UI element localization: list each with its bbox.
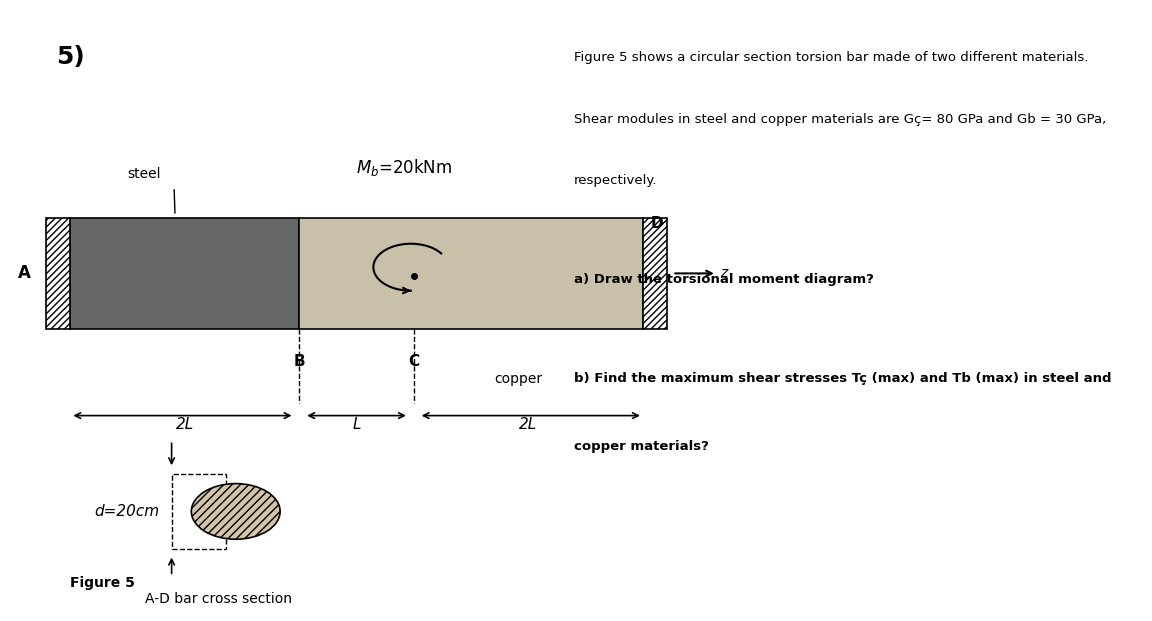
Text: 2L: 2L xyxy=(176,417,194,432)
Circle shape xyxy=(191,484,280,539)
Text: A: A xyxy=(17,265,30,283)
Text: D: D xyxy=(651,217,664,232)
Text: a) Draw the torsional moment diagram?: a) Draw the torsional moment diagram? xyxy=(574,273,873,286)
Text: 2L: 2L xyxy=(520,417,538,432)
FancyBboxPatch shape xyxy=(70,218,300,329)
FancyBboxPatch shape xyxy=(46,218,70,329)
Text: z: z xyxy=(720,266,727,281)
Text: respectively.: respectively. xyxy=(574,175,657,188)
Text: B: B xyxy=(294,354,305,369)
Text: 5): 5) xyxy=(55,45,84,69)
Text: d=20cm: d=20cm xyxy=(94,504,160,519)
Text: A-D bar cross section: A-D bar cross section xyxy=(145,592,291,606)
Text: copper: copper xyxy=(494,373,543,386)
FancyBboxPatch shape xyxy=(300,218,643,329)
Text: steel: steel xyxy=(128,166,161,181)
Text: b) Find the maximum shear stresses Tç (max) and Tb (max) in steel and: b) Find the maximum shear stresses Tç (m… xyxy=(574,373,1112,385)
Text: $M_b$=20kNm: $M_b$=20kNm xyxy=(356,156,452,178)
Text: Shear modules in steel and copper materials are Gç= 80 GPa and Gb = 30 GPa,: Shear modules in steel and copper materi… xyxy=(574,112,1106,125)
Text: Figure 5 shows a circular section torsion bar made of two different materials.: Figure 5 shows a circular section torsio… xyxy=(574,51,1087,64)
Text: L: L xyxy=(353,417,361,432)
Text: Figure 5: Figure 5 xyxy=(70,576,135,591)
Text: copper materials?: copper materials? xyxy=(574,440,708,453)
FancyBboxPatch shape xyxy=(643,218,667,329)
Text: C: C xyxy=(408,354,419,369)
